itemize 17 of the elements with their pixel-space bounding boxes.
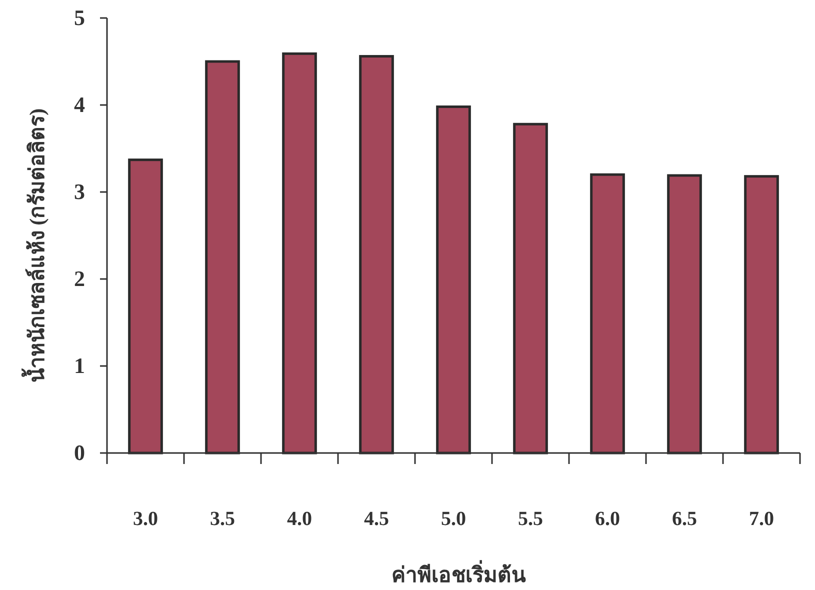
x-tick-label: 6.0 bbox=[595, 508, 620, 530]
y-tick-label: 2 bbox=[74, 266, 85, 291]
x-tick-label: 3.5 bbox=[210, 508, 235, 530]
x-tick-label: 4.0 bbox=[287, 508, 312, 530]
x-tick-label: 3.0 bbox=[133, 508, 158, 530]
y-tick-label: 1 bbox=[74, 353, 85, 378]
y-axis-title: น้ำหนักเซลล์แห้ง (กรัมต่อลิตร) bbox=[21, 108, 49, 383]
x-tick-label: 5.5 bbox=[518, 508, 543, 530]
y-tick-label: 4 bbox=[74, 92, 85, 117]
y-tick-label: 5 bbox=[74, 5, 85, 30]
x-tick-label: 4.5 bbox=[364, 508, 389, 530]
y-tick-label: 0 bbox=[74, 440, 85, 465]
x-tick-label: 7.0 bbox=[749, 508, 774, 530]
x-axis-title: ค่าพีเอชเริ่มต้น bbox=[392, 559, 526, 587]
x-tick-label: 6.5 bbox=[672, 508, 697, 530]
x-tick-label: 5.0 bbox=[441, 508, 466, 530]
y-tick-label: 3 bbox=[74, 179, 85, 204]
